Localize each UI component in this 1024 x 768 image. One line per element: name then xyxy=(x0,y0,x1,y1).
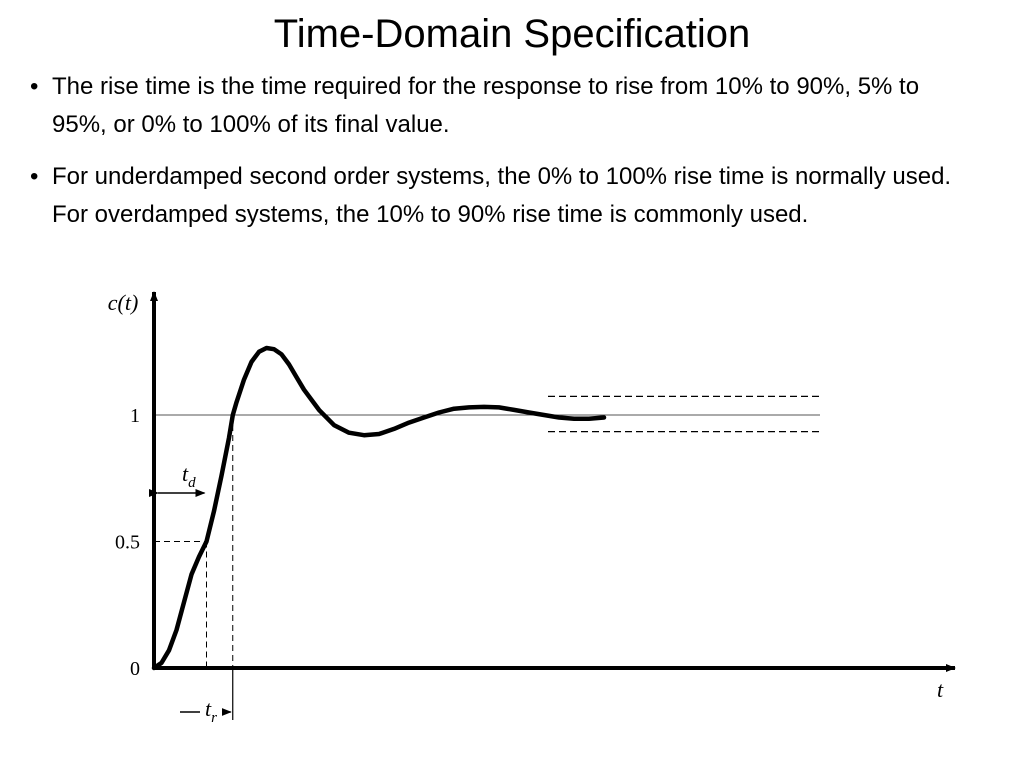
x-axis-label: t xyxy=(937,677,944,702)
bullet-marker: • xyxy=(30,163,39,190)
bullet-text: For underdamped second order systems, th… xyxy=(52,163,952,228)
bullet-text: The rise time is the time required for t… xyxy=(52,73,920,138)
bullet-rise-time-definition: • The rise time is the time required for… xyxy=(30,68,960,144)
y-axis-label: c(t) xyxy=(108,290,139,315)
y-tick-label-1: 1 xyxy=(130,405,140,427)
rise-time-label-sub: r xyxy=(211,710,217,726)
bullet-list: • The rise time is the time required for… xyxy=(30,68,960,248)
step-response-curve xyxy=(151,345,607,671)
bullet-marker: • xyxy=(30,73,39,100)
rise-time-label-main: t xyxy=(205,696,212,721)
y-tick-label-0.5: 0.5 xyxy=(115,532,140,554)
delay-time-label: td xyxy=(182,461,196,491)
delay-time-label-main: t xyxy=(182,461,189,486)
delay-time-label-sub: d xyxy=(188,475,196,491)
bullet-rise-time-usage: • For underdamped second order systems, … xyxy=(30,158,960,234)
y-tick-label-0: 0 xyxy=(130,658,140,680)
rise-time-label: tr xyxy=(205,696,217,726)
slide-title: Time-Domain Specification xyxy=(273,12,751,56)
